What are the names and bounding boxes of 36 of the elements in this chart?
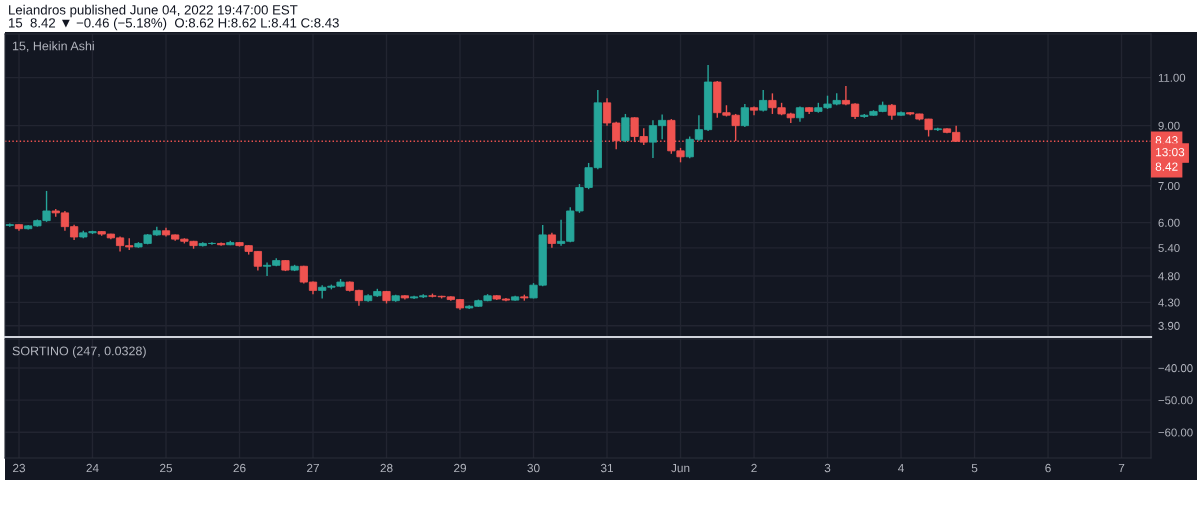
text: Leiandros published June 04, 2022 19:47:00 EST bbox=[9, 4, 298, 18]
x-tick-label: 3 bbox=[824, 463, 831, 473]
y-tick-label: 4.30 bbox=[1158, 298, 1180, 307]
x-tick-label: 7 bbox=[1118, 463, 1125, 473]
x-tick-label: 30 bbox=[527, 463, 540, 473]
y-tick-label: −50.00 bbox=[1158, 396, 1193, 405]
candlestick bbox=[740, 103, 749, 128]
y-tick-label: 6.00 bbox=[1158, 218, 1180, 227]
y-tick-label: −60.00 bbox=[1158, 428, 1193, 437]
y-tick-label: 11.00 bbox=[1158, 73, 1186, 82]
x-tick-label: 29 bbox=[454, 463, 467, 473]
y-tick-label: −40.00 bbox=[1158, 364, 1193, 373]
x-tick-label: 27 bbox=[307, 463, 319, 473]
text: 13:03 bbox=[1156, 147, 1185, 157]
text: 15, Heikin Ashi bbox=[12, 41, 94, 52]
y-tick-label: 9.00 bbox=[1158, 121, 1180, 130]
x-tick-label: 23 bbox=[13, 463, 26, 473]
x-tick-label: 2 bbox=[751, 463, 757, 473]
text: 15 8.42 ▼ −0.46 (−5.18%) O:8.62 H:8.62 L:8.41 C:8.43 bbox=[9, 17, 339, 31]
y-tick-label: 7.00 bbox=[1158, 181, 1180, 190]
text: SORTINO (247, 0.0328) bbox=[12, 346, 146, 358]
text: 8.42 bbox=[1155, 162, 1178, 171]
y-tick-label: 4.80 bbox=[1158, 272, 1180, 281]
ref-line-label: 8.43 bbox=[1155, 136, 1178, 145]
y-tick-label: 3.90 bbox=[1158, 321, 1180, 330]
x-tick-label: 26 bbox=[233, 463, 246, 473]
y-tick-label: 5.40 bbox=[1158, 244, 1180, 253]
x-tick-label: 4 bbox=[898, 463, 904, 473]
x-tick-label: 25 bbox=[160, 463, 173, 473]
x-tick-label: Jun bbox=[671, 463, 690, 473]
x-tick-label: 5 bbox=[971, 463, 978, 473]
x-tick-label: 31 bbox=[600, 463, 614, 473]
x-tick-label: 28 bbox=[380, 463, 393, 473]
x-tick-label: 6 bbox=[1045, 463, 1051, 473]
x-tick-label: 24 bbox=[86, 463, 99, 473]
candlestick bbox=[621, 113, 630, 143]
